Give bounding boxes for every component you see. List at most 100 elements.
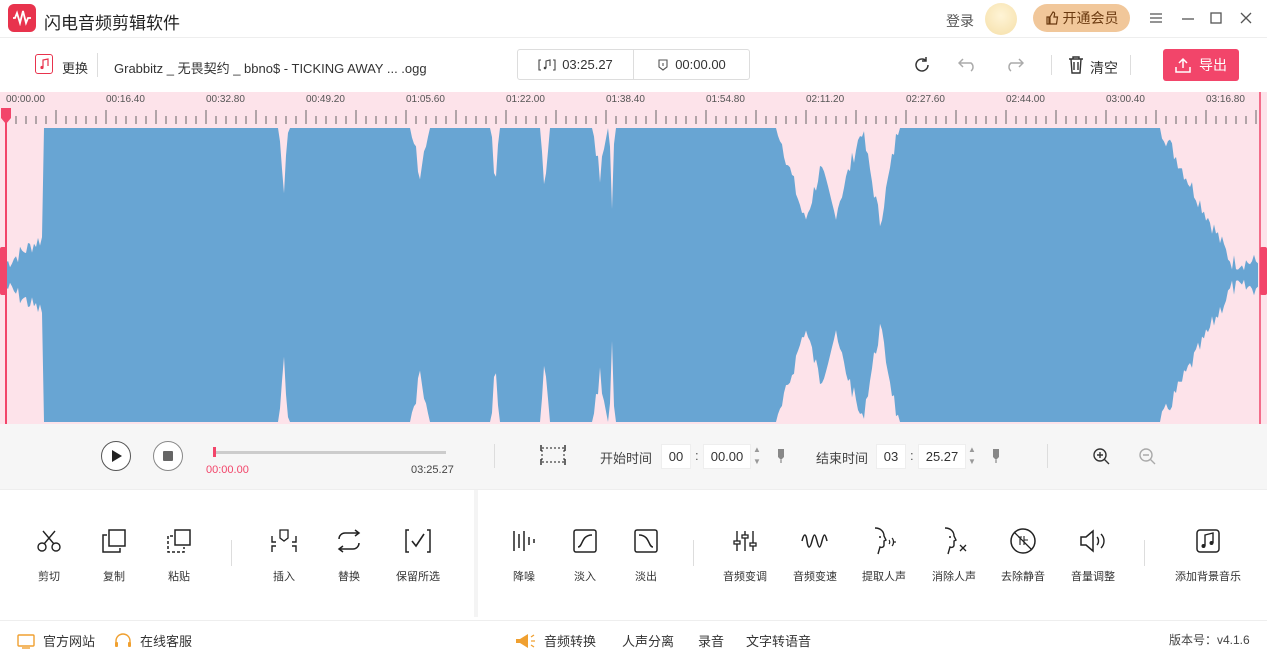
- insert-icon: [269, 526, 299, 556]
- speed-icon: [800, 526, 830, 556]
- clear-button[interactable]: 清空: [1090, 60, 1118, 76]
- fade-out-label: 淡出: [635, 571, 657, 583]
- ruler-label: 03:16.80: [1206, 94, 1245, 105]
- divider: [97, 53, 98, 77]
- select-range-icon[interactable]: [540, 444, 566, 471]
- ruler-label: 01:38.40: [606, 94, 645, 105]
- fade-out-tool[interactable]: 淡出: [610, 526, 682, 584]
- play-button[interactable]: [101, 441, 131, 471]
- right-selection-handle[interactable]: [1260, 247, 1267, 295]
- playhead-marker-icon[interactable]: [1, 108, 11, 124]
- stop-button[interactable]: [153, 441, 183, 471]
- insert-label: 插入: [273, 571, 295, 583]
- title-bar: 闪电音频剪辑软件 登录 开通会员: [0, 0, 1267, 38]
- vip-button[interactable]: 开通会员: [1033, 4, 1130, 32]
- set-end-marker-icon[interactable]: [991, 448, 1001, 469]
- ruler-ticks: [5, 110, 1257, 124]
- divider: [1051, 55, 1052, 75]
- replace-label: 替换: [338, 571, 360, 583]
- ruler-label: 00:16.40: [106, 94, 145, 105]
- fade-in-icon: [570, 526, 600, 556]
- total-duration: 03:25.27: [562, 57, 613, 72]
- colon: :: [695, 448, 699, 463]
- ruler-label: 01:22.00: [506, 94, 545, 105]
- extract-vocal-label: 提取人声: [862, 571, 906, 583]
- copy-label: 复制: [103, 571, 125, 583]
- start-second-input[interactable]: 00.00: [703, 444, 751, 469]
- pitch-label: 音频变调: [723, 571, 767, 583]
- support-link[interactable]: 在线客服: [114, 631, 192, 650]
- ruler-label: 02:27.60: [906, 94, 945, 105]
- fade-in-tool[interactable]: 淡入: [549, 526, 621, 584]
- volume-tool[interactable]: 音量调整: [1057, 526, 1129, 584]
- volume-icon: [1078, 526, 1108, 556]
- remove-silence-tool[interactable]: 去除静音: [987, 526, 1059, 584]
- left-selection-handle[interactable]: [0, 247, 7, 295]
- vocal-separation-link[interactable]: 人声分离: [622, 634, 675, 649]
- waveform-area[interactable]: 00:00.00 00:16.40 00:32.80 00:49.20 01:05.60…: [0, 92, 1267, 424]
- zoom-in-icon[interactable]: [1092, 447, 1110, 470]
- footer: 官方网站 在线客服 音频转换 人声分离 录音 文字转语音 版本号：v4.1.6: [0, 620, 1267, 656]
- replace-tool[interactable]: 替换: [313, 526, 385, 584]
- cut-tool[interactable]: 剪切: [13, 526, 85, 584]
- replace-button[interactable]: 更换: [62, 61, 89, 76]
- progress-knob[interactable]: [213, 447, 216, 457]
- start-minute-input[interactable]: 00: [661, 444, 691, 469]
- menu-icon[interactable]: [1146, 8, 1166, 28]
- bgm-icon: [1193, 526, 1223, 556]
- replace-icon: [334, 526, 364, 556]
- redo-icon[interactable]: [1004, 56, 1025, 77]
- start-time-label: 开始时间: [600, 451, 653, 466]
- divider: [1047, 444, 1048, 468]
- insert-tool[interactable]: 插入: [248, 526, 320, 584]
- maximize-icon[interactable]: [1206, 8, 1226, 28]
- copy-tool[interactable]: 复制: [78, 526, 150, 584]
- thumb-up-icon: [1045, 11, 1058, 25]
- website-icon: [17, 633, 35, 649]
- playback-bar: 00:00.00 03:25.27 开始时间 00 : 00.00 ▲ ▼ 结束时…: [0, 424, 1267, 490]
- end-stepper[interactable]: ▲ ▼: [968, 445, 976, 466]
- paste-label: 粘贴: [168, 571, 190, 583]
- avatar[interactable]: [985, 3, 1017, 35]
- text-to-speech-link[interactable]: 文字转语音: [746, 634, 812, 649]
- speed-tool[interactable]: 音频变速: [779, 526, 851, 584]
- volume-label: 音量调整: [1071, 571, 1115, 583]
- start-stepper[interactable]: ▲ ▼: [753, 445, 761, 466]
- remove-silence-icon: [1008, 526, 1038, 556]
- set-start-marker-icon[interactable]: [776, 448, 786, 469]
- close-icon[interactable]: [1236, 8, 1256, 28]
- fade-out-icon: [631, 526, 661, 556]
- divider: [693, 540, 694, 566]
- extract-vocal-tool[interactable]: 提取人声: [848, 526, 920, 584]
- pitch-icon: [730, 526, 760, 556]
- export-button[interactable]: 导出: [1163, 49, 1239, 81]
- pitch-tool[interactable]: 音频变调: [709, 526, 781, 584]
- minimize-icon[interactable]: [1178, 8, 1198, 28]
- ruler-label: 02:44.00: [1006, 94, 1045, 105]
- login-link[interactable]: 登录: [946, 13, 974, 29]
- end-second-input[interactable]: 25.27: [918, 444, 966, 469]
- undo-icon[interactable]: [957, 56, 978, 77]
- waveform-shape[interactable]: [6, 128, 1258, 422]
- zoom-out-icon[interactable]: [1138, 447, 1156, 470]
- ruler-label: 01:05.60: [406, 94, 445, 105]
- app-logo-icon: [8, 4, 36, 32]
- divider: [231, 540, 232, 566]
- waveform[interactable]: [0, 92, 1267, 424]
- bgm-tool[interactable]: 添加背景音乐: [1172, 526, 1244, 584]
- remove-silence-label: 去除静音: [1001, 571, 1045, 583]
- reset-icon[interactable]: [913, 56, 931, 79]
- record-link[interactable]: 录音: [698, 634, 725, 649]
- paste-tool[interactable]: 粘贴: [143, 526, 215, 584]
- website-link[interactable]: 官方网站: [17, 631, 95, 650]
- trash-icon[interactable]: [1068, 56, 1084, 79]
- music-file-icon[interactable]: [35, 54, 53, 74]
- denoise-tool[interactable]: 降噪: [488, 526, 560, 584]
- remove-vocal-tool[interactable]: 消除人声: [918, 526, 990, 584]
- end-minute-input[interactable]: 03: [876, 444, 906, 469]
- progress-bar[interactable]: [213, 447, 446, 457]
- keep-selection-tool[interactable]: 保留所选: [382, 526, 454, 584]
- denoise-label: 降噪: [513, 571, 535, 583]
- audio-convert-link[interactable]: 音频转换: [514, 631, 596, 650]
- colon: :: [910, 448, 914, 463]
